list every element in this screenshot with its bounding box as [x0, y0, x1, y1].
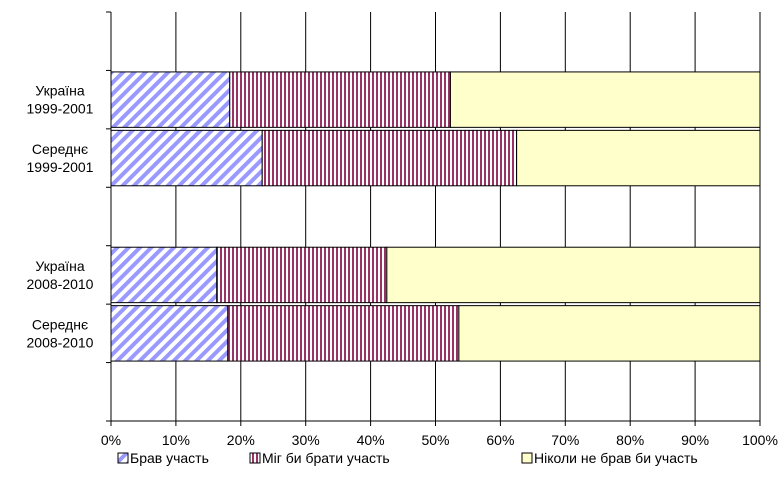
y-category-label: Україна 2008-2010: [27, 258, 94, 292]
legend-swatch: [117, 452, 129, 464]
x-tick-label: 100%: [742, 432, 778, 448]
y-category-label: Середнє 2008-2010: [27, 316, 94, 350]
legend: Брав участь Міг би брати участь Ніколи не …: [117, 450, 698, 466]
bar-segment: [449, 71, 761, 128]
x-tick-label: 0%: [101, 432, 121, 448]
x-tick-label: 70%: [551, 432, 579, 448]
x-tick-label: 90%: [681, 432, 709, 448]
bar-segment: [216, 246, 388, 304]
legend-label: Ніколи не брав би участь: [534, 450, 698, 466]
legend-item: Ніколи не брав би участь: [521, 450, 698, 466]
bars-layer: [110, 71, 761, 362]
bar-segment: [110, 305, 229, 362]
x-tick-label: 80%: [616, 432, 644, 448]
legend-swatch: [521, 452, 533, 464]
bar-segment: [261, 129, 518, 187]
x-tick-label: 40%: [357, 432, 385, 448]
legend-item: Міг би брати участь: [249, 450, 390, 466]
y-category-label: Україна 1999-2001: [27, 83, 94, 117]
axis-layer: 0% 10% 20% 30% 40% 50% 60% 70% 80% 90% 100% Україна…: [27, 11, 778, 448]
legend-swatch: [249, 452, 261, 464]
x-tick-label: 30%: [292, 432, 320, 448]
legend-label: Брав участь: [130, 450, 209, 466]
bar-segment: [458, 305, 761, 362]
bar-segment: [110, 246, 218, 304]
x-tick-label: 10%: [162, 432, 190, 448]
bar-segment: [386, 246, 761, 304]
bar-segment: [229, 71, 451, 128]
legend-label: Міг би брати участь: [262, 450, 390, 466]
legend-item: Брав участь: [117, 450, 209, 466]
bar-segment: [110, 71, 231, 128]
x-tick-label: 50%: [421, 432, 449, 448]
bar-segment: [516, 129, 761, 187]
bar-segment: [227, 305, 460, 362]
bar-segment: [110, 129, 263, 187]
x-tick-label: 60%: [486, 432, 514, 448]
y-category-label: Середнє 1999-2001: [27, 141, 94, 175]
x-tick-label: 20%: [227, 432, 255, 448]
